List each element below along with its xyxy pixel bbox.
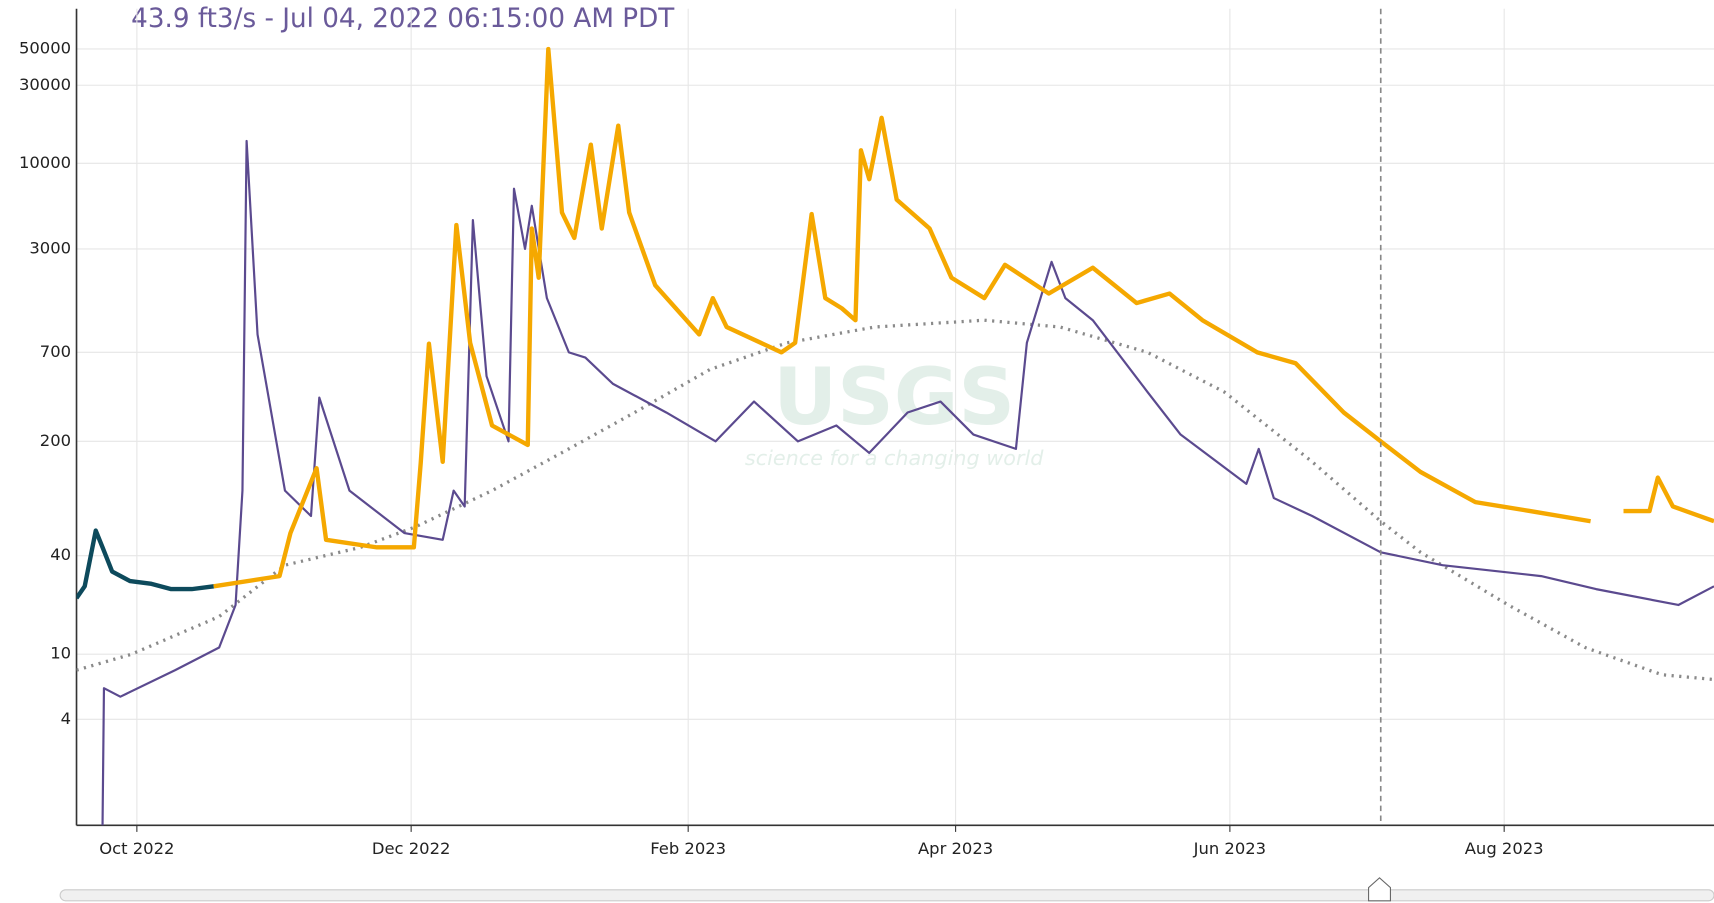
y-tick-label: 3000 — [29, 238, 71, 257]
readout: 43.9 ft3/s - Jul 04, 2022 06:15:00 AM PD… — [131, 4, 675, 34]
x-tick-label: Aug 2023 — [1465, 839, 1544, 858]
y-tick-label: 40 — [50, 545, 71, 564]
x-tick-label: Feb 2023 — [650, 839, 726, 858]
x-tick-label: Dec 2022 — [372, 839, 451, 858]
brush-handle[interactable] — [1368, 877, 1391, 902]
series-line — [76, 528, 214, 600]
y-tick-label: 200 — [40, 431, 71, 450]
y-tick-label: 50000 — [19, 38, 71, 57]
y-tick-label: 700 — [40, 342, 71, 361]
series-line — [213, 46, 1714, 589]
x-tick-label: Apr 2023 — [918, 839, 993, 858]
y-tick-label: 4 — [61, 709, 71, 728]
watermark-tagline: science for a changing world — [745, 446, 1044, 470]
watermark: USGS — [773, 351, 1015, 443]
brush-track[interactable] — [59, 889, 1714, 902]
x-tick-label: Oct 2022 — [99, 839, 174, 858]
y-tick-label: 10 — [50, 644, 71, 663]
y-tick-label: 30000 — [19, 75, 71, 94]
series-line — [101, 139, 1714, 826]
y-tick-label: 10000 — [19, 153, 71, 172]
x-tick-label: Jun 2023 — [1193, 839, 1266, 858]
